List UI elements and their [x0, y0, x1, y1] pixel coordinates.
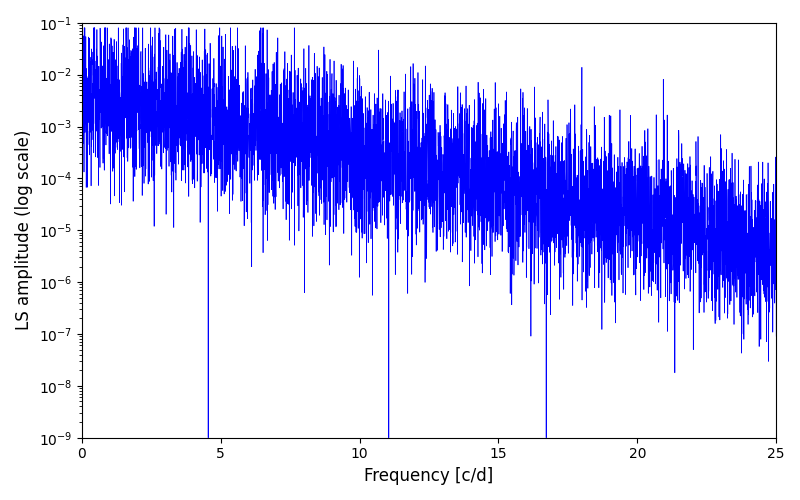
Y-axis label: LS amplitude (log scale): LS amplitude (log scale)	[15, 130, 33, 330]
X-axis label: Frequency [c/d]: Frequency [c/d]	[364, 467, 494, 485]
